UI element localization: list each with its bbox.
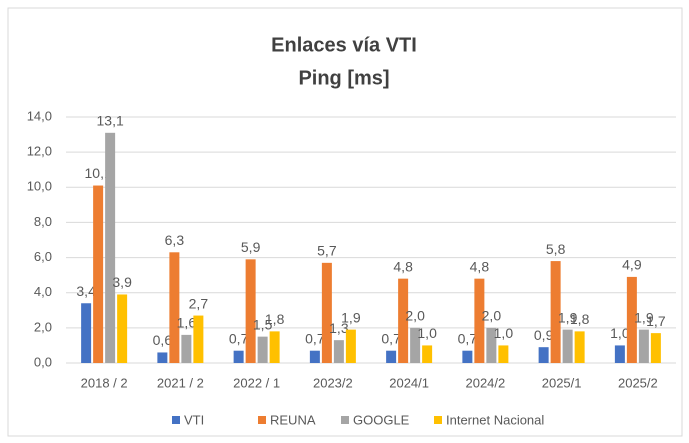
data-label: 2,7 (189, 295, 209, 311)
data-label: 1,8 (265, 311, 285, 327)
legend-swatch (172, 416, 180, 424)
data-label: 0,7 (305, 330, 325, 346)
legend-label: VTI (184, 412, 204, 427)
data-label: 4,8 (393, 258, 413, 274)
bar (169, 252, 180, 363)
y-tick-label: 0,0 (34, 354, 52, 369)
bar (333, 340, 344, 363)
bar (105, 132, 116, 363)
x-tick-label: 2018 / 2 (81, 375, 128, 390)
data-label: 2,0 (405, 308, 425, 324)
data-label: 1,9 (341, 309, 361, 325)
data-label: 1,9 (558, 309, 578, 325)
bar (245, 259, 256, 363)
bar (538, 347, 549, 363)
bar (562, 329, 573, 363)
bar (309, 350, 320, 363)
legend-swatch (434, 416, 442, 424)
data-label: 4,9 (622, 257, 642, 273)
legend-swatch (341, 416, 349, 424)
data-label: 4,8 (470, 258, 490, 274)
legend-label: GOOGLE (353, 412, 410, 427)
data-label: 0,9 (534, 327, 554, 343)
chart-subtitle: Ping [ms] (298, 67, 389, 89)
bar (93, 185, 104, 363)
data-label: 0,7 (458, 330, 478, 346)
x-tick-label: 2022 / 1 (233, 375, 280, 390)
data-label: 10,1 (85, 165, 112, 181)
data-label: 5,7 (317, 243, 337, 259)
bar (486, 327, 497, 363)
data-label: 0,7 (381, 330, 401, 346)
y-tick-label: 8,0 (34, 214, 52, 229)
data-label: 5,9 (241, 239, 261, 255)
legend-swatch (258, 416, 266, 424)
y-tick-label: 6,0 (34, 249, 52, 264)
bar (614, 345, 625, 363)
bar (257, 336, 268, 363)
bar (550, 261, 561, 363)
x-tick-label: 2024/2 (465, 375, 505, 390)
legend-label: REUNA (270, 412, 316, 427)
bar (181, 334, 192, 363)
bar (117, 294, 128, 363)
bar (386, 350, 397, 363)
data-label: 2,0 (482, 308, 502, 324)
data-label: 1,6 (177, 315, 197, 331)
bar (157, 352, 168, 363)
legend-label: Internet Nacional (446, 412, 544, 427)
x-tick-label: 2023/2 (313, 375, 353, 390)
y-tick-label: 10,0 (27, 179, 52, 194)
data-label: 1,0 (417, 325, 437, 341)
data-label: 6,3 (165, 232, 185, 248)
data-label: 1,9 (634, 309, 654, 325)
data-label: 0,6 (153, 332, 173, 348)
bar (345, 329, 356, 363)
x-tick-label: 2021 / 2 (157, 375, 204, 390)
data-label: 1,7 (646, 313, 666, 329)
bar (398, 278, 409, 363)
bar (638, 329, 649, 363)
data-label: 3,4 (76, 283, 96, 299)
y-tick-label: 4,0 (34, 284, 52, 299)
y-tick-label: 2,0 (34, 319, 52, 334)
bar (193, 315, 204, 363)
bar (410, 327, 421, 363)
bar (650, 333, 661, 363)
data-label: 13,1 (97, 113, 124, 129)
bar (626, 276, 637, 363)
bar (321, 262, 332, 363)
x-tick-label: 2025/1 (542, 375, 582, 390)
data-label: 0,7 (229, 330, 249, 346)
x-tick-label: 2025/2 (618, 375, 658, 390)
data-label: 5,8 (546, 241, 566, 257)
data-label: 1,8 (570, 311, 590, 327)
x-tick-label: 2024/1 (389, 375, 429, 390)
bar (233, 350, 244, 363)
data-label: 1,0 (610, 325, 630, 341)
bar (498, 345, 509, 363)
y-tick-label: 12,0 (27, 144, 52, 159)
bar (422, 345, 433, 363)
bar (574, 331, 585, 363)
bar (81, 303, 92, 363)
bar (462, 350, 473, 363)
chart-title: Enlaces vía VTI (271, 34, 417, 56)
data-label: 1,0 (494, 325, 514, 341)
bar (269, 331, 280, 363)
data-label: 1,5 (253, 316, 273, 332)
y-tick-label: 14,0 (27, 108, 52, 123)
bar (474, 278, 485, 363)
data-label: 1,3 (329, 320, 349, 336)
data-label: 3,9 (112, 274, 132, 290)
